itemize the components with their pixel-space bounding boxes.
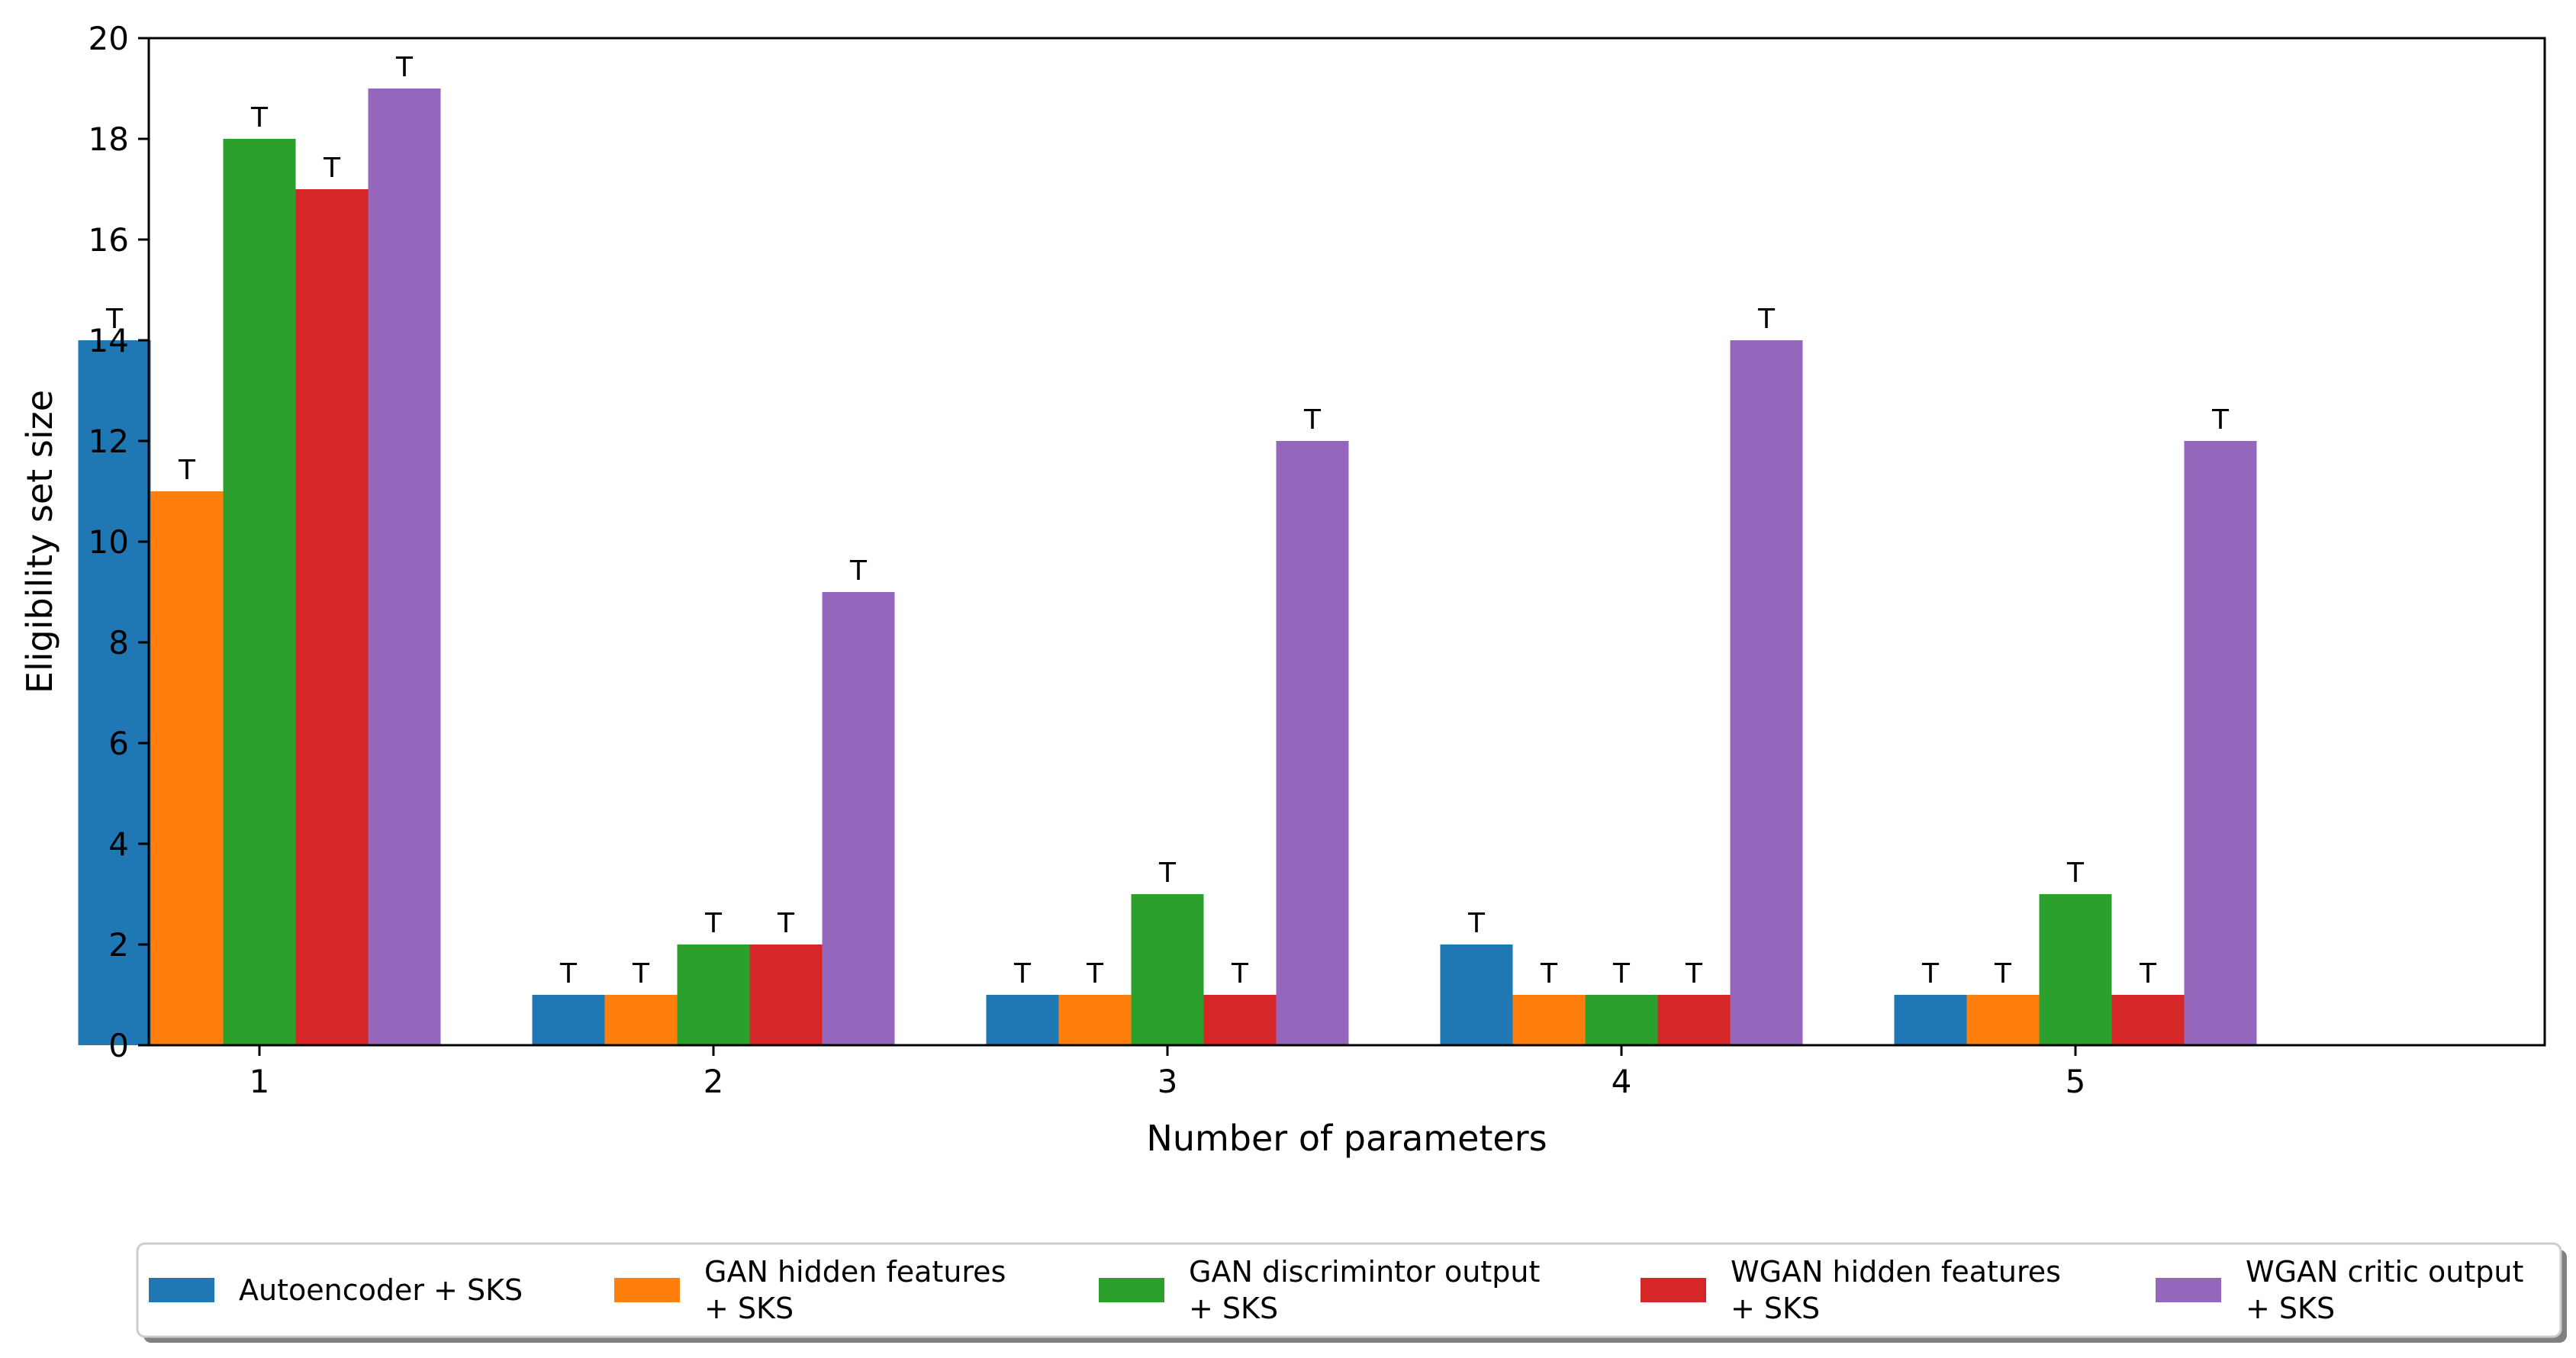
bar-label-s1-c1: T (105, 304, 124, 335)
bar-s2-c5 (1966, 995, 2040, 1045)
bar-label-s5-c1: T (395, 52, 414, 83)
bar-s2-c4 (1512, 995, 1586, 1045)
bar-label-s4-c5: T (2139, 958, 2157, 990)
bar-s5-c5 (2184, 441, 2257, 1045)
bar-s5-c3 (1276, 441, 1349, 1045)
y-axis-label: Eligibility set size (19, 390, 60, 693)
x-axis: 1 2 3 4 5 (250, 1045, 2086, 1100)
bar-label-s1-c4: T (1467, 908, 1486, 939)
bar-s3-c1 (223, 139, 296, 1045)
bar-s4-c3 (1203, 995, 1277, 1045)
bar-label-s2-c4: T (1540, 958, 1558, 990)
y-tick-label-8: 8 (108, 624, 129, 661)
bar-s5-c2 (822, 592, 895, 1045)
legend-label-3-line-2: + SKS (1189, 1292, 1278, 1325)
bar-label-s2-c2: T (632, 958, 650, 990)
legend-label-5-line-2: + SKS (2246, 1292, 2335, 1325)
legend-swatch-3 (1099, 1278, 1164, 1302)
legend-swatch-2 (614, 1278, 680, 1302)
bar-label-s1-c3: T (1013, 958, 1032, 990)
bar-s1-c1 (78, 340, 151, 1045)
bar-label-s4-c1: T (323, 153, 341, 184)
y-tick-label-18: 18 (89, 121, 129, 158)
x-tick-label-2: 2 (704, 1063, 724, 1100)
legend-label-1-line-1: Autoencoder + SKS (239, 1273, 523, 1307)
bar-label-s1-c2: T (559, 958, 578, 990)
bar-s5-c4 (1730, 340, 1803, 1045)
legend-label-4-line-1: WGAN hidden features (1731, 1255, 2061, 1289)
bar-s1-c3 (986, 995, 1059, 1045)
bar-label-s4-c2: T (777, 908, 795, 939)
bar-label-s5-c4: T (1757, 304, 1776, 335)
y-tick-label-16: 16 (89, 221, 129, 259)
y-tick-label-0: 0 (108, 1027, 129, 1064)
y-tick-label-6: 6 (108, 725, 129, 762)
bar-label-s4-c3: T (1231, 958, 1249, 990)
legend-label-5-line-1: WGAN critic output (2246, 1255, 2523, 1289)
x-tick-label-4: 4 (1612, 1063, 1632, 1100)
bar-s2-c3 (1058, 995, 1132, 1045)
legend-frame (136, 1242, 2562, 1338)
bar-s3-c3 (1131, 894, 1204, 1045)
bar-label-s3-c3: T (1158, 858, 1177, 889)
y-tick-label-12: 12 (89, 423, 129, 460)
bar-s1-c4 (1440, 944, 1513, 1045)
x-tick-label-3: 3 (1158, 1063, 1178, 1100)
y-tick-label-10: 10 (89, 523, 129, 561)
bar-s4-c4 (1657, 995, 1731, 1045)
bar-label-s5-c2: T (849, 555, 868, 587)
y-tick-label-4: 4 (108, 825, 129, 863)
bar-label-s4-c4: T (1685, 958, 1703, 990)
bar-s5-c1 (368, 88, 441, 1045)
bar-s2-c2 (604, 995, 678, 1045)
legend-label-2-line-2: + SKS (704, 1292, 794, 1325)
bar-label-s3-c5: T (2066, 858, 2085, 889)
legend-swatch-5 (2156, 1278, 2221, 1302)
bar-label-s2-c1: T (178, 455, 196, 486)
legend-swatch-4 (1641, 1278, 1706, 1302)
bar-label-s3-c1: T (250, 102, 269, 134)
y-tick-label-14: 14 (89, 322, 129, 359)
y-axis: 0 2 4 6 8 10 12 14 16 18 20 (89, 20, 149, 1064)
bar-s1-c5 (1894, 995, 1967, 1045)
bar-labels-layer: T T T T T T T T T T T T T T T T T T T T T T T T T (105, 52, 2230, 990)
bar-label-s5-c5: T (2211, 404, 2230, 436)
legend-label-2-line-1: GAN hidden features (704, 1255, 1006, 1289)
bar-s3-c5 (2039, 894, 2112, 1045)
bar-label-s2-c5: T (1994, 958, 2012, 990)
bar-label-s3-c2: T (704, 908, 723, 939)
bar-s2-c1 (150, 491, 224, 1045)
y-tick-label-20: 20 (89, 20, 129, 57)
bar-label-s2-c3: T (1086, 958, 1104, 990)
bar-s3-c4 (1585, 995, 1658, 1045)
bars-layer (78, 88, 2257, 1045)
bar-s4-c2 (749, 944, 823, 1045)
bar-label-s3-c4: T (1612, 958, 1631, 990)
bar-label-s1-c5: T (1921, 958, 1940, 990)
x-tick-label-5: 5 (2066, 1063, 2086, 1100)
y-tick-label-2: 2 (108, 926, 129, 964)
bar-s4-c5 (2111, 995, 2185, 1045)
x-tick-label-1: 1 (250, 1063, 270, 1100)
legend-swatch-1 (149, 1278, 214, 1302)
bar-s1-c2 (532, 995, 605, 1045)
x-axis-label: Number of parameters (1146, 1118, 1547, 1159)
legend-label-3-line-1: GAN discrimintor output (1189, 1255, 1540, 1289)
legend-label-4-line-2: + SKS (1731, 1292, 1820, 1325)
bar-s4-c1 (295, 189, 369, 1045)
bar-label-s5-c3: T (1303, 404, 1322, 436)
bar-s3-c2 (677, 944, 750, 1045)
